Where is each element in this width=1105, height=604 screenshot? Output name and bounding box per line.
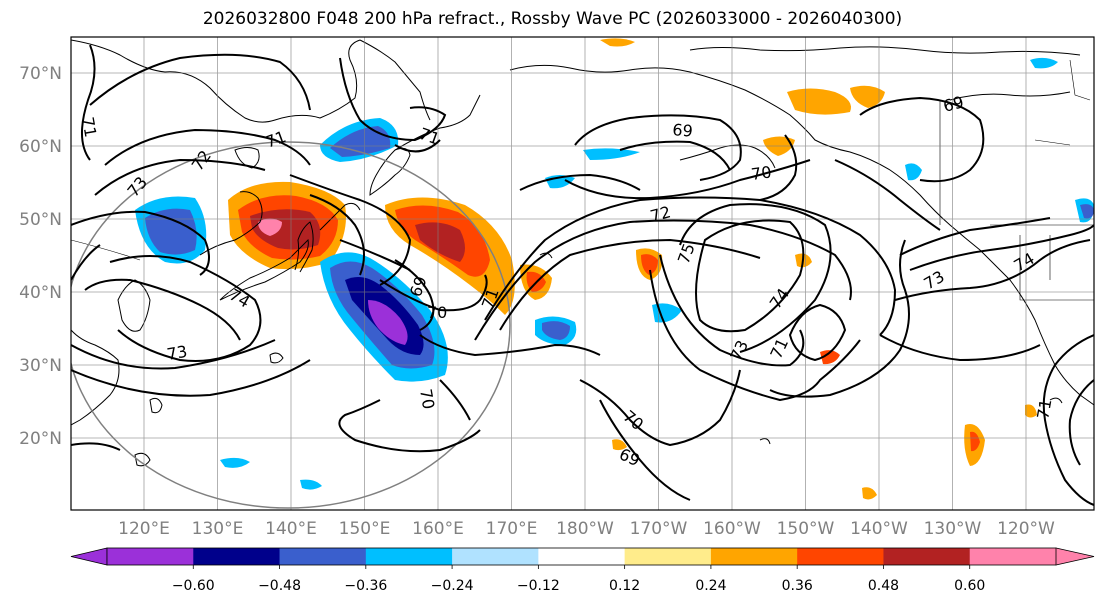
colorbar-tick-label: −0.24	[431, 578, 474, 594]
longitude-label: 160°W	[703, 519, 761, 539]
latitude-label: 70°N	[19, 64, 62, 84]
colorbar-tick-label: −0.60	[172, 578, 215, 594]
longitude-label: 170°W	[630, 519, 688, 539]
longitude-label: 130°W	[924, 519, 982, 539]
colorbar-segment	[107, 548, 194, 565]
longitude-label: 120°E	[118, 519, 170, 539]
latitude-label: 40°N	[19, 283, 62, 303]
colorbar-segment	[538, 548, 626, 565]
colorbar-tick-label: −0.12	[517, 578, 560, 594]
latitude-labels: 70°N 60°N 50°N 40°N 30°N 20°N	[19, 64, 62, 449]
longitude-label: 180°W	[556, 519, 614, 539]
refractive-index-contours	[71, 44, 1094, 506]
longitude-label: 120°W	[997, 519, 1055, 539]
colorbar-outline	[106, 547, 1057, 566]
latitude-label: 20°N	[19, 429, 62, 449]
colorbar-tick-label: 0.48	[868, 578, 899, 594]
latitude-label: 30°N	[19, 356, 62, 376]
latitude-label: 60°N	[19, 137, 62, 157]
latitude-label: 50°N	[19, 210, 62, 230]
longitude-label: 150°W	[777, 519, 835, 539]
positive-anomaly-shading	[228, 38, 1037, 500]
contour-label: 71	[78, 115, 100, 138]
contour-label: 70	[427, 303, 447, 322]
map-title: 2026032800 F048 200 hPa refract., Rossby…	[202, 9, 903, 29]
contour-label: 72	[648, 202, 673, 226]
colorbar-segment	[883, 548, 971, 565]
contour-label: 69	[941, 92, 966, 116]
colorbar-segment	[365, 548, 453, 565]
colorbar-segment	[452, 548, 539, 565]
colorbar-tick-label: −0.36	[344, 578, 387, 594]
colorbar	[70, 547, 1095, 569]
contour-label: 73	[165, 342, 188, 364]
colorbar-under-arrow	[70, 547, 108, 566]
map-area	[71, 37, 1094, 510]
colorbar-tick-label: 0.36	[782, 578, 813, 594]
longitude-label: 160°E	[412, 519, 464, 539]
longitude-label: 150°E	[339, 519, 391, 539]
longitude-label: 140°E	[265, 519, 317, 539]
colorbar-tick-labels: −0.60 −0.48 −0.36 −0.24 −0.12 0.12 0.24 0.36 0.4…	[172, 578, 985, 594]
longitude-labels: 120°E 130°E 140°E 150°E 160°E 170°E 180°W 170°W…	[118, 519, 1055, 539]
colorbar-segment	[279, 548, 367, 565]
rossby-wave-circle	[71, 141, 511, 509]
colorbar-tick-label: 0.24	[695, 578, 726, 594]
colorbar-segment	[193, 548, 281, 565]
colorbar-segment	[797, 548, 884, 565]
colorbar-segment	[624, 548, 712, 565]
map-frame	[70, 36, 1095, 511]
borders	[71, 59, 1094, 301]
colorbar-segment	[710, 548, 798, 565]
contour-label: 69	[672, 120, 694, 141]
contour-label: 70	[416, 387, 438, 410]
longitude-label: 170°E	[486, 519, 538, 539]
colorbar-tick-label: 0.12	[609, 578, 640, 594]
contour-label: 71	[1033, 397, 1055, 420]
colorbar-tick-label: −0.48	[258, 578, 301, 594]
colorbar-segment	[969, 548, 1057, 565]
graticule	[71, 37, 1094, 510]
colorbar-over-arrow	[1055, 547, 1095, 566]
colorbar-tick-label: 0.60	[954, 578, 985, 594]
longitude-label: 130°E	[192, 519, 244, 539]
contour-label: 70	[750, 162, 773, 184]
longitude-label: 140°W	[850, 519, 908, 539]
